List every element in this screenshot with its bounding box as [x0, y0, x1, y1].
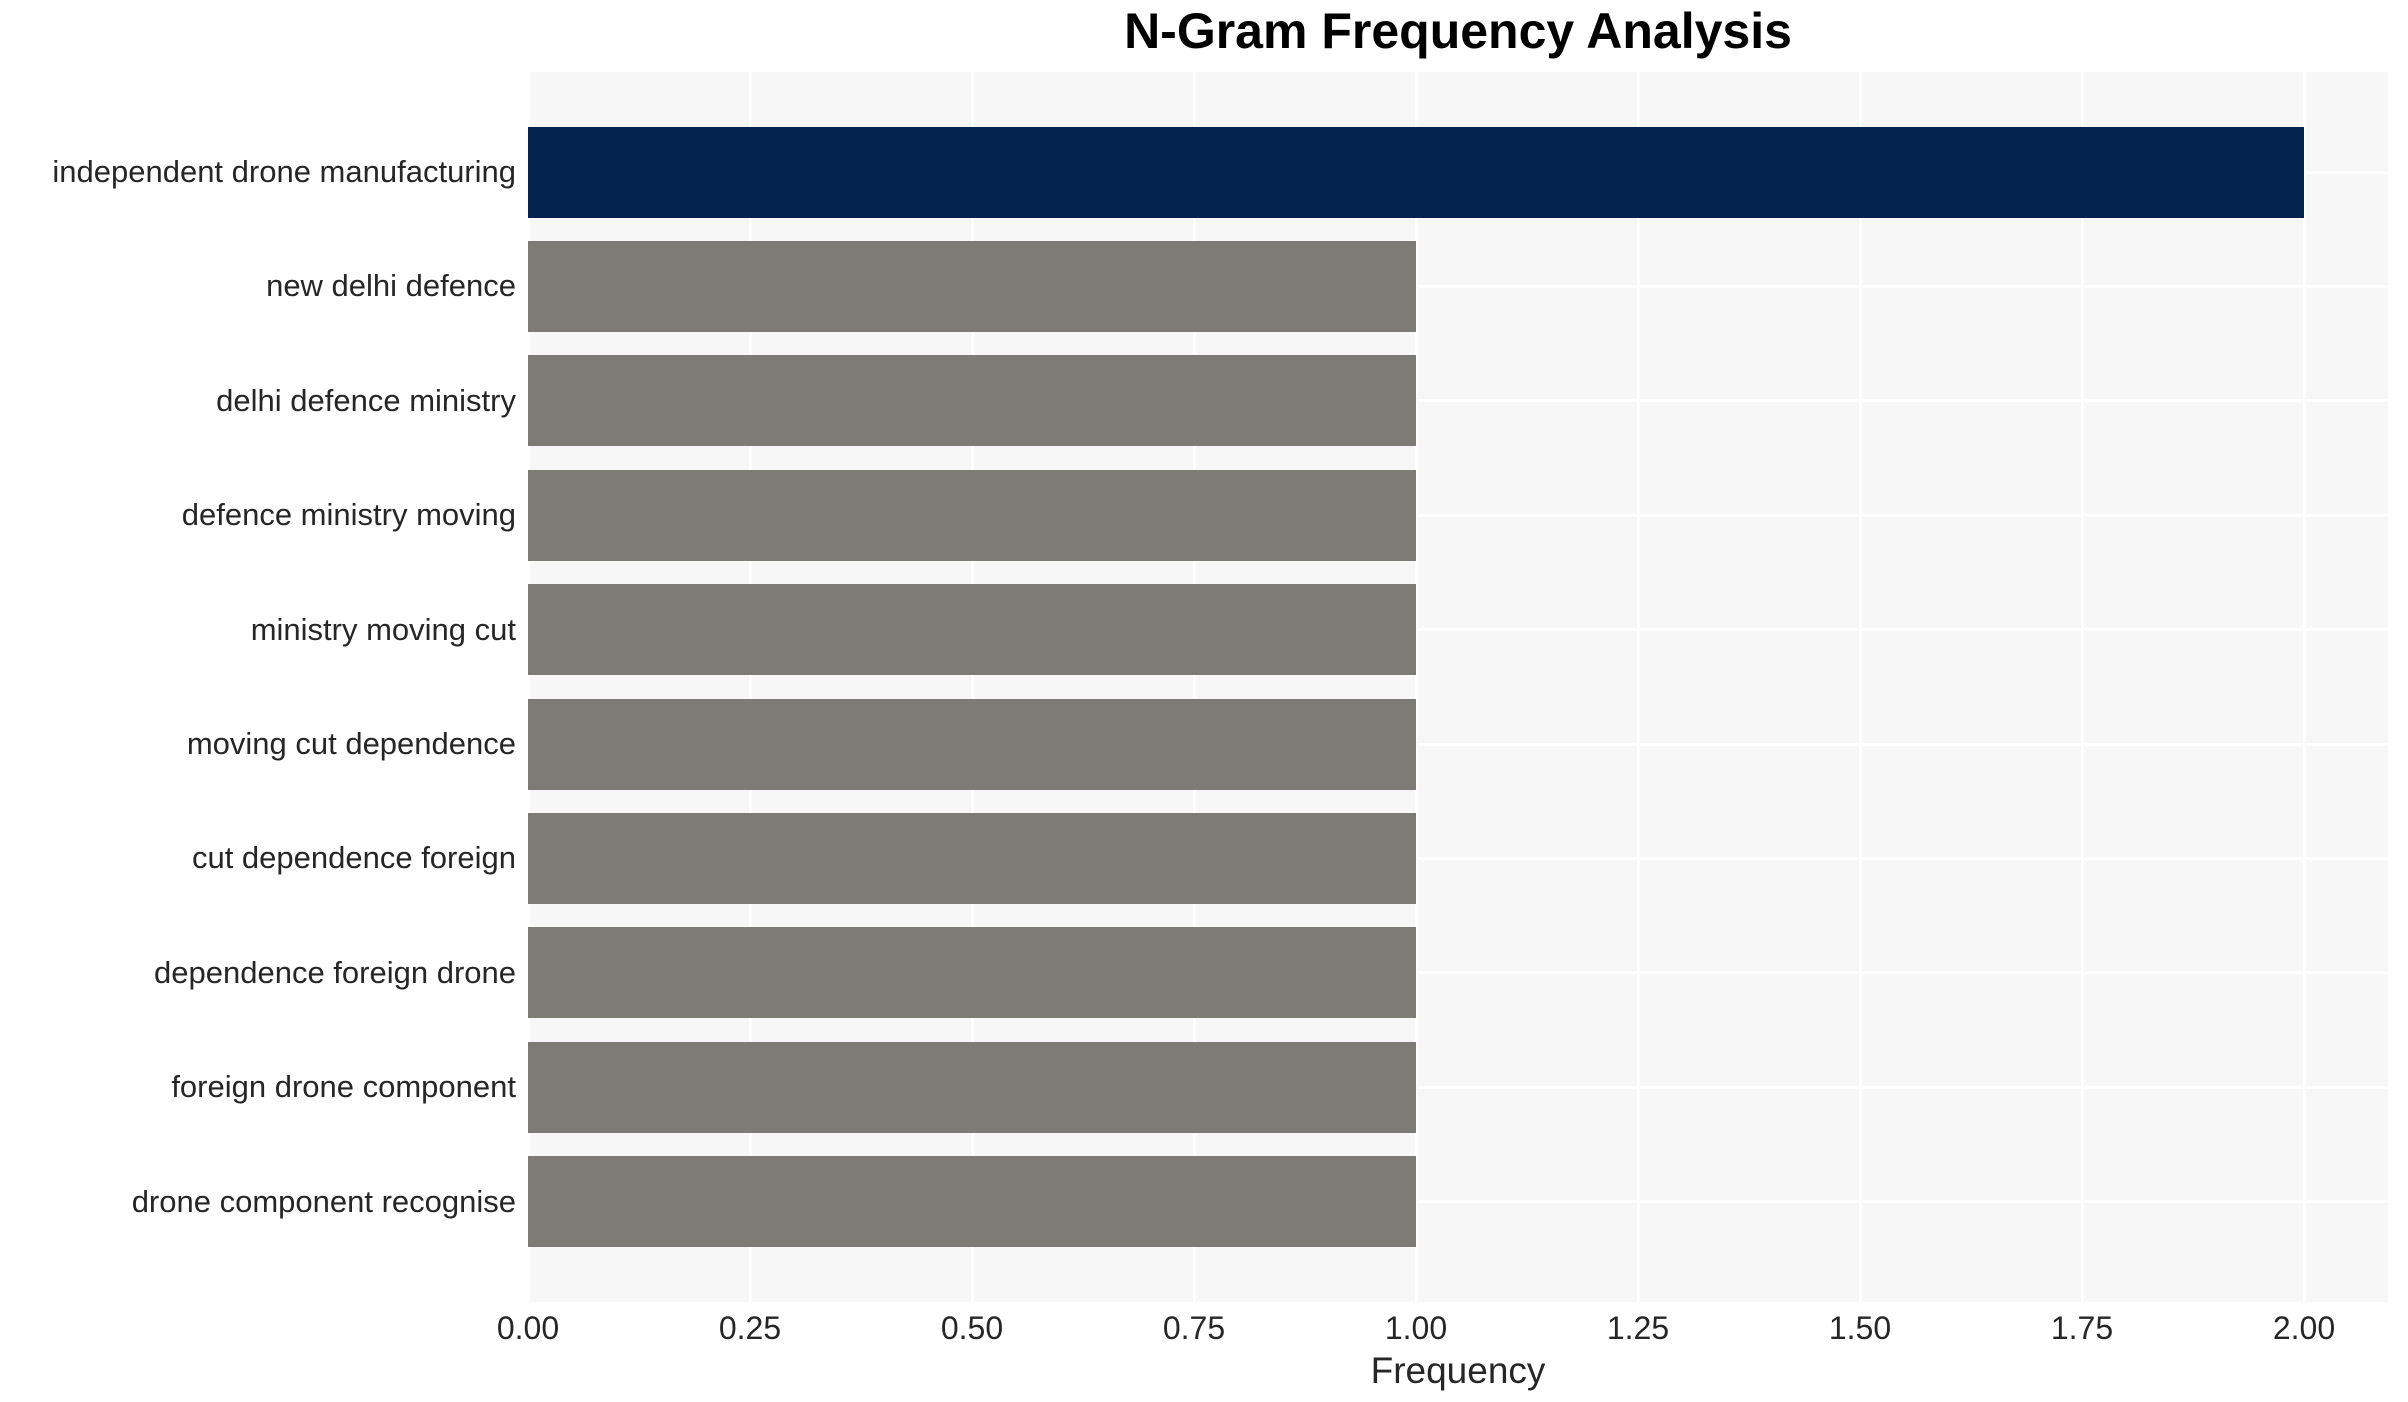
x-axis-title: Frequency [1370, 1350, 1546, 1391]
bar-ministry-moving-cut [528, 584, 1416, 676]
vertical-gridline [970, 72, 974, 1302]
x-tick-label: 1.50 [1828, 1310, 1892, 1346]
y-tick-label: delhi defence ministry [216, 382, 516, 418]
y-tick-label: dependence foreign drone [154, 954, 516, 990]
horizontal-gridline [528, 856, 2388, 860]
vertical-gridline [1414, 72, 1418, 1302]
y-tick-label: cut dependence foreign [191, 840, 516, 876]
horizontal-gridline [528, 1200, 2388, 1204]
x-tick-label: 1.00 [1384, 1310, 1448, 1346]
vertical-gridline [526, 72, 530, 1302]
vertical-gridline [1192, 72, 1196, 1302]
horizontal-gridline [528, 1085, 2388, 1089]
y-axis-labels: independent drone manufacturing new delhi… [0, 72, 516, 1302]
y-tick-label: independent drone manufacturing [52, 154, 516, 189]
y-tick-label: new delhi defence [266, 268, 516, 304]
bar-new-delhi-defence [528, 240, 1416, 332]
bar-independent-drone-manufacturing [528, 126, 2304, 218]
plot-area [526, 72, 2388, 1302]
x-tick-label: 1.25 [1606, 1310, 1670, 1346]
bar-dependence-foreign-drone [528, 927, 1416, 1019]
y-tick-label: defence ministry moving [181, 497, 516, 533]
x-tick-label: 2.00 [2272, 1310, 2336, 1346]
x-tick-label: 1.75 [2050, 1310, 2114, 1346]
x-tick-label: 0.50 [940, 1310, 1004, 1346]
horizontal-gridline [528, 628, 2388, 632]
bar-cut-dependence-foreign [528, 812, 1416, 904]
bar-moving-cut-dependence [528, 698, 1416, 790]
bar-delhi-defence-ministry [528, 355, 1416, 447]
vertical-gridline [1636, 72, 1640, 1302]
horizontal-gridline [528, 284, 2388, 288]
x-tick-label: 0.00 [496, 1310, 560, 1346]
vertical-gridline [748, 72, 752, 1302]
x-tick-label: 0.25 [718, 1310, 782, 1346]
horizontal-gridline [528, 742, 2388, 746]
y-tick-label: foreign drone component [171, 1069, 516, 1105]
horizontal-gridline [528, 399, 2388, 403]
vertical-gridline [2080, 72, 2084, 1302]
bar-drone-component-recognise [528, 1156, 1416, 1248]
bar-foreign-drone-component [528, 1041, 1416, 1133]
vertical-gridline [1858, 72, 1862, 1302]
bar-defence-ministry-moving [528, 469, 1416, 561]
vertical-gridline [2302, 72, 2306, 1302]
x-tick-label: 0.75 [1162, 1310, 1226, 1346]
chart-title: N-Gram Frequency Analysis [1124, 3, 1792, 59]
x-axis-tick-labels: 0.00 0.25 0.50 0.75 1.00 1.25 1.50 1.75 2.00 [497, 1310, 2388, 1350]
horizontal-gridline [528, 971, 2388, 975]
y-tick-label: drone component recognise [131, 1183, 516, 1219]
y-tick-label: ministry moving cut [250, 611, 516, 647]
y-tick-label: moving cut dependence [186, 726, 516, 761]
horizontal-gridline [528, 513, 2388, 517]
